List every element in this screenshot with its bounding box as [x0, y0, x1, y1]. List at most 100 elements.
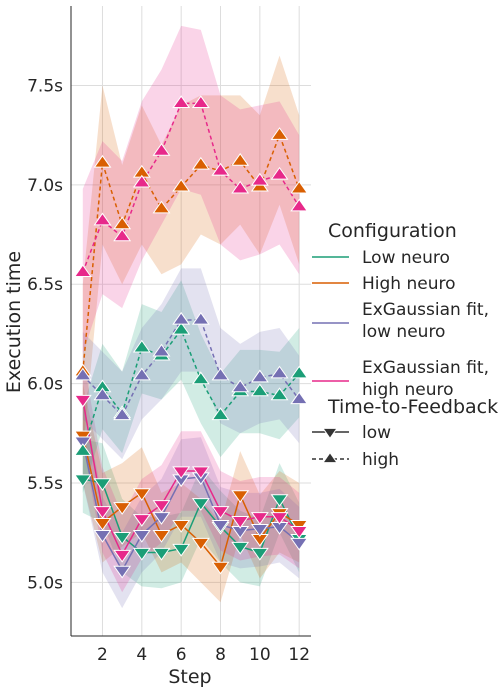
data-point-marker: [113, 407, 132, 421]
series-line: [82, 478, 300, 554]
data-point-marker: [73, 474, 92, 488]
data-point-marker: [250, 547, 269, 561]
y-tick-label: 7.0s: [27, 176, 63, 196]
data-point-marker: [290, 180, 309, 194]
data-point-marker: [270, 512, 289, 525]
data-point-marker: [113, 565, 132, 579]
data-point-marker: [172, 311, 191, 325]
data-point-marker: [172, 543, 191, 557]
data-point-marker: [172, 520, 191, 533]
data-point-marker: [93, 478, 112, 492]
confidence-band: [82, 25, 300, 354]
confidence-bands: [82, 25, 300, 609]
legend-style-marker: [322, 427, 338, 440]
legend-entry-label: ExGaussian fit,: [362, 300, 489, 320]
data-point-marker: [191, 95, 210, 109]
data-point-marker: [172, 321, 191, 335]
data-point-marker: [250, 512, 269, 525]
data-point-marker: [191, 156, 210, 170]
data-point-marker: [132, 367, 151, 381]
data-point-marker: [290, 365, 309, 379]
data-point-marker: [231, 541, 250, 555]
data-point-marker: [132, 514, 151, 527]
data-point-marker: [152, 142, 171, 156]
data-point-marker: [73, 264, 92, 277]
data-point-marker: [211, 162, 230, 176]
data-point-marker: [270, 166, 289, 180]
data-point-marker: [113, 549, 132, 563]
data-point-marker: [250, 369, 269, 383]
x-axis-title: Step: [168, 666, 211, 688]
data-point-marker: [231, 180, 250, 194]
legend-style-marker: [322, 451, 338, 464]
data-point-marker: [270, 127, 289, 140]
data-point-marker: [113, 531, 132, 545]
data-point-marker: [231, 379, 250, 393]
legend-entry-label: High neuro: [362, 274, 456, 294]
data-point-marker: [231, 490, 250, 503]
y-tick-label: 5.0s: [27, 573, 63, 593]
data-point-marker: [152, 529, 171, 543]
data-point-marker: [152, 547, 171, 561]
data-point-marker: [191, 311, 210, 325]
confidence-band: [82, 55, 300, 454]
data-point-marker: [132, 174, 151, 188]
data-point-marker: [132, 547, 151, 561]
data-point-marker: [93, 154, 112, 168]
data-point-marker: [231, 152, 250, 166]
x-tick-label: 10: [249, 645, 271, 665]
data-point-marker: [191, 537, 210, 551]
x-tick-label: 2: [97, 645, 108, 665]
data-point-marker: [250, 383, 269, 397]
data-point-marker: [270, 365, 289, 379]
confidence-band: [82, 399, 300, 609]
y-tick-label: 6.5s: [27, 275, 63, 295]
legend-title-time-to-feedback: Time-to-Feedback: [327, 396, 498, 418]
x-tick-label: 6: [176, 645, 187, 665]
y-axis-title: Execution time: [3, 251, 25, 393]
tick-labels: 2 4 6 8 10 12 5.0s 5.5s 6.0s 6.5s 7.0s 7.5s: [27, 76, 310, 665]
data-point-marker: [113, 502, 132, 515]
axes: [70, 6, 311, 637]
x-tick-label: 4: [136, 645, 147, 665]
data-point-marker: [152, 200, 171, 214]
legend: Configuration Low neuro High neuro ExGaussi…: [312, 220, 498, 470]
data-point-marker: [290, 198, 309, 212]
data-point-marker: [211, 506, 230, 519]
data-point-marker: [172, 178, 191, 192]
data-point-marker: [290, 391, 309, 405]
data-point-marker: [270, 494, 289, 507]
legend-entry-label: Low neuro: [362, 248, 450, 268]
confidence-band: [82, 268, 300, 460]
y-tick-label: 6.0s: [27, 375, 63, 395]
data-point-marker: [73, 367, 92, 381]
data-point-marker: [93, 529, 112, 543]
legend-style-label: low: [362, 423, 391, 443]
data-point-marker: [290, 525, 309, 539]
data-point-marker: [211, 520, 230, 533]
data-point-marker: [152, 500, 171, 513]
data-point-marker: [231, 516, 250, 529]
y-tick-label: 7.5s: [27, 76, 63, 96]
data-point-marker: [73, 436, 92, 450]
data-point-marker: [93, 212, 112, 226]
data-point-marker: [191, 498, 210, 511]
data-point-marker: [132, 488, 151, 501]
legend-title-configuration: Configuration: [328, 220, 457, 242]
legend-entry-label: ExGaussian fit,: [362, 358, 489, 378]
confidence-band: [82, 383, 300, 603]
data-point-marker: [93, 387, 112, 401]
data-point-marker: [172, 95, 191, 109]
data-point-marker: [250, 172, 269, 186]
data-point-marker: [93, 506, 112, 519]
data-point-marker: [191, 466, 210, 480]
legend-entry-label: low neuro: [362, 322, 445, 342]
series-line: [82, 328, 300, 452]
data-point-marker: [132, 529, 151, 543]
data-point-marker: [132, 339, 151, 353]
data-point-marker: [152, 343, 171, 357]
data-point-marker: [211, 561, 230, 575]
data-point-marker: [172, 466, 191, 480]
